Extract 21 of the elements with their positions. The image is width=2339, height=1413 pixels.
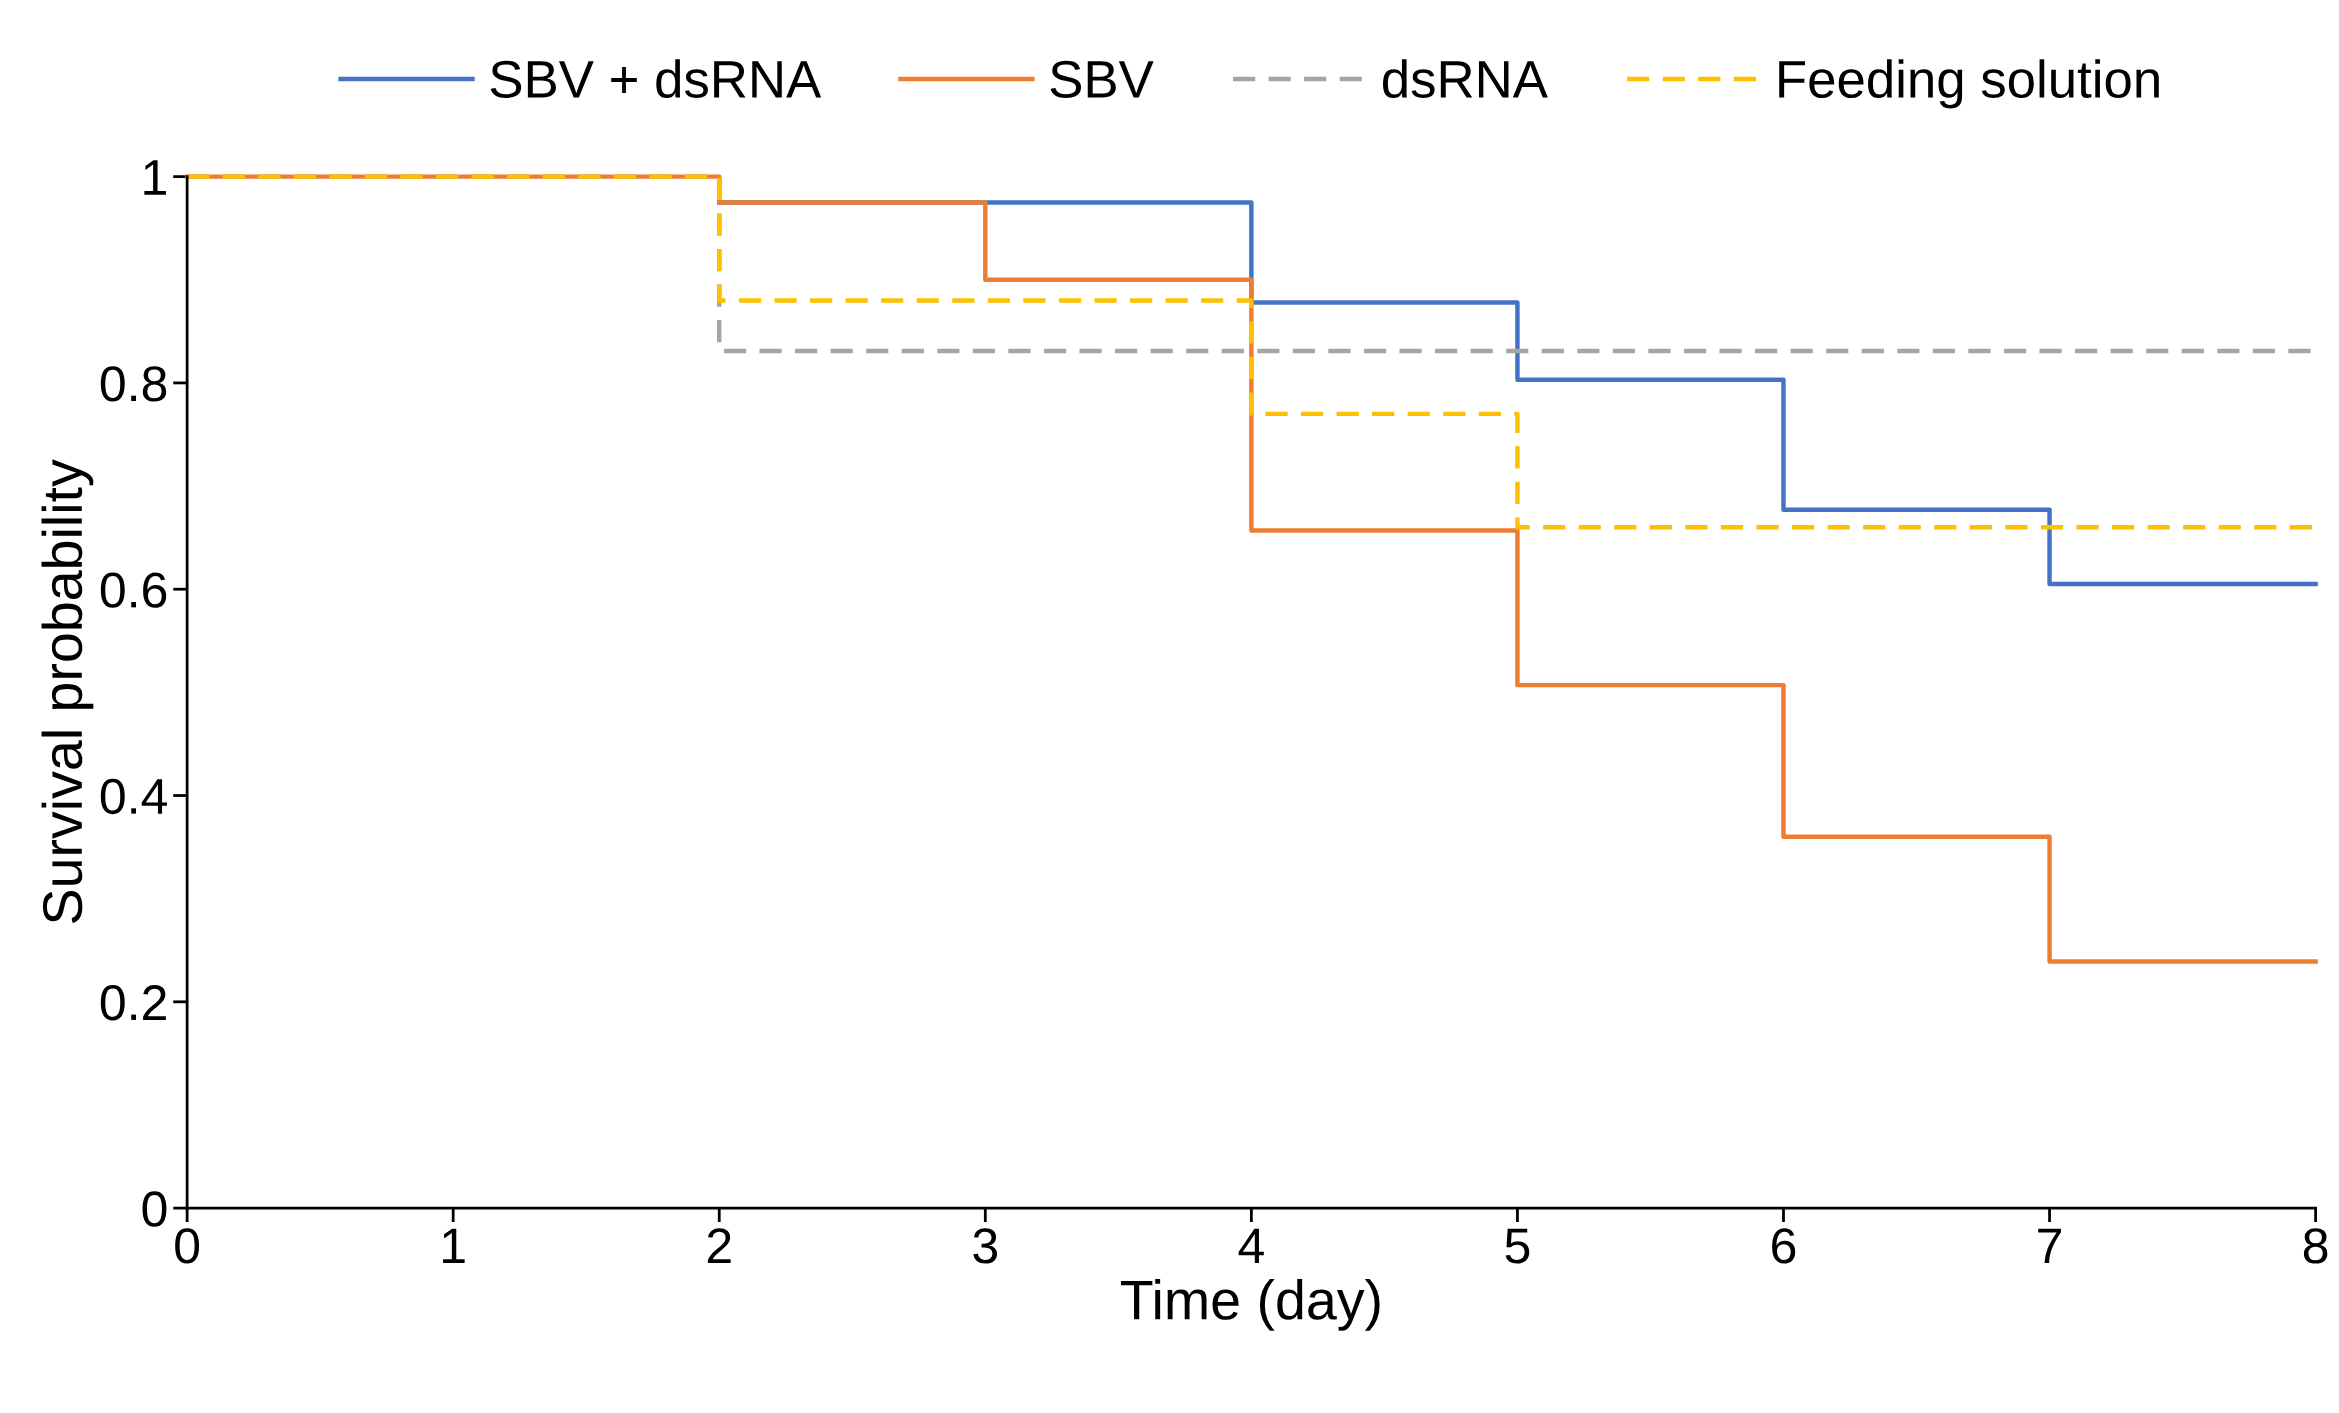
- y-axis-title: Survival probability: [41, 459, 94, 923]
- y-tick-label: 0.8: [100, 366, 167, 402]
- x-tick-label: 6: [1772, 1228, 1796, 1264]
- x-tick-label: 4: [1238, 1228, 1264, 1264]
- x-tick-label: 0: [175, 1228, 200, 1264]
- legend-label: dsRNA: [1383, 59, 1548, 99]
- y-tick-label: 0.2: [100, 985, 166, 1021]
- x-tick-label: 3: [973, 1228, 998, 1264]
- x-tick-label: 2: [707, 1228, 731, 1264]
- legend-label: SBV: [1050, 60, 1154, 99]
- x-tick-label: 7: [2038, 1228, 2061, 1264]
- x-tick-label: 1: [443, 1228, 465, 1264]
- y-tick-label: 0.6: [100, 572, 167, 608]
- y-tick-label: 1: [144, 160, 166, 195]
- x-axis-title: Time (day): [1120, 1279, 1380, 1331]
- x-tick-label: 8: [2303, 1228, 2328, 1264]
- legend-label: Feeding solution: [1779, 59, 2159, 109]
- y-tick-label: 0.4: [100, 778, 167, 815]
- legend-label: SBV + dsRNA: [490, 59, 822, 99]
- x-tick-label: 5: [1505, 1228, 1530, 1264]
- y-tick-label: 0: [142, 1191, 167, 1227]
